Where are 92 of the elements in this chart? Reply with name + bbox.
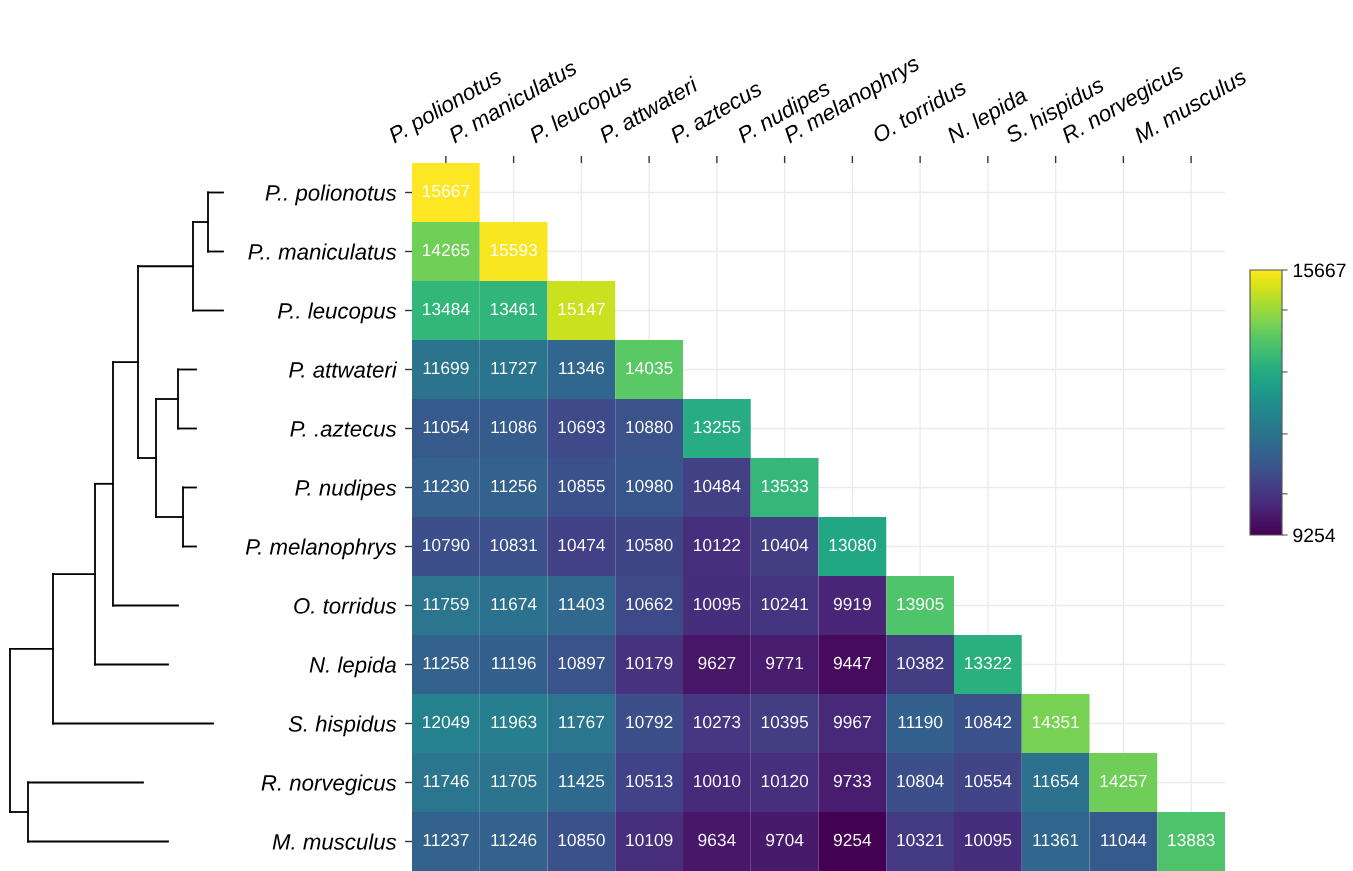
data-label: 10095 [965,833,1012,847]
data-label: 11190 [898,715,943,729]
data-label: 11237 [423,833,469,847]
data-label: 10580 [626,538,673,552]
data-label: 13080 [829,538,876,552]
data-label: 9919 [833,597,871,611]
data-label: 10513 [626,774,673,788]
data-label: 13533 [761,479,808,493]
data-label: 12049 [423,715,470,729]
data-label: 10831 [490,538,537,552]
data-label: 11346 [559,361,605,375]
y-tick-label: P.. leucopus [277,302,397,324]
data-label: 9634 [698,833,736,847]
y-tick-label: P. .aztecus [290,421,397,437]
data-label: 13905 [897,597,944,611]
y-tick-label: P. attwateri [289,361,398,378]
data-label: 10382 [897,656,944,670]
data-label: 14265 [423,243,470,257]
y-tick-label: M. musculus [272,833,397,850]
data-label: 11086 [491,420,537,434]
data-label: 10120 [761,774,809,788]
data-label: 10554 [965,774,1012,788]
data-label: 11258 [423,656,469,670]
data-label: 11705 [491,774,537,788]
data-label: 10880 [626,420,673,434]
data-label: 11403 [559,597,605,611]
data-label: 15147 [558,303,605,316]
data-label: 11425 [559,774,605,788]
y-tick-label: P. melanophrys [245,538,397,560]
data-label: 10850 [558,833,605,847]
data-label: 10980 [626,479,673,493]
data-label: 9447 [833,656,871,670]
data-label: 11256 [491,479,537,493]
y-tick-label: P.. polionotus [265,184,397,206]
data-label: 10693 [558,420,605,434]
data-label: 11230 [423,479,469,493]
data-label: 13255 [694,420,741,434]
color-bar-label: 15667 [1293,263,1346,278]
data-label: 10109 [626,833,673,847]
data-label: 11963 [491,715,537,729]
data-label: 9967 [833,715,871,729]
data-label: 14257 [1100,774,1147,788]
data-label: 10404 [761,538,809,552]
data-label: 14035 [626,361,673,375]
data-label: 9627 [698,656,736,670]
data-label: 10792 [626,715,673,729]
data-label: 11654 [1033,774,1079,788]
data-label: 14351 [1032,715,1079,729]
data-label: 11054 [423,420,469,434]
data-label: 10804 [897,774,944,788]
data-label: 11767 [559,715,604,729]
data-label: 10662 [626,597,673,611]
data-label: 11196 [492,656,536,670]
data-label: 9733 [833,774,871,788]
y-tick-label: P. nudipes [295,479,397,501]
data-label: 15667 [423,184,470,198]
data-label: 11759 [423,597,469,611]
data-label: 10484 [694,479,741,493]
data-label: 10179 [626,656,673,670]
y-tick-label: O. torridus [294,597,397,614]
data-label: 13461 [490,302,537,316]
data-label: 10321 [897,833,944,847]
data-label: 9771 [766,656,804,670]
data-label: 11674 [491,597,537,611]
data-label: 11361 [1033,833,1079,847]
data-label: 10474 [558,538,606,552]
y-tick-label: S. hispidus [288,715,397,737]
y-tick-label: R. norvegicus [261,774,397,796]
data-label: 9254 [833,833,872,847]
y-tick-label: P.. maniculatus [248,243,397,260]
data-label: 11746 [423,774,469,788]
data-label: 11044 [1101,833,1147,847]
data-label: 9704 [766,833,804,847]
data-label: 11246 [491,833,537,847]
data-label: 10897 [558,656,605,670]
color-bar-label: 9254 [1293,528,1336,543]
data-label: 15593 [490,243,537,257]
data-label: 10095 [694,597,741,611]
data-label: 10273 [694,715,741,729]
data-label: 10790 [423,538,470,552]
data-label: 10241 [761,597,808,611]
data-label: 13484 [423,302,470,316]
data-label: 11727 [491,361,537,374]
data-label: 10842 [965,715,1012,729]
data-label: 10122 [694,538,741,552]
data-label: 10010 [694,774,741,788]
y-tick-label: N. lepida [309,656,396,678]
data-label: 10855 [558,479,605,493]
data-label: 13322 [965,656,1012,670]
data-label: 10395 [761,715,809,729]
data-label: 13883 [1168,833,1215,847]
data-label: 11699 [423,361,469,375]
